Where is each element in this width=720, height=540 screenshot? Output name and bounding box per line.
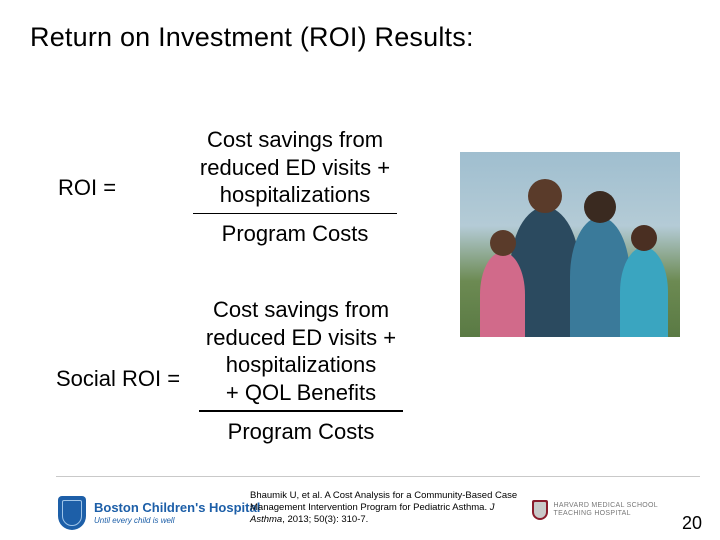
- citation-plain: Bhaumik U, et al. A Cost Analysis for a …: [250, 490, 517, 513]
- family-photo-placeholder: [460, 152, 680, 337]
- citation-tail: , 2013; 50(3): 310-7.: [282, 514, 368, 525]
- page-number: 20: [682, 513, 702, 534]
- slide-title: Return on Investment (ROI) Results:: [30, 22, 474, 53]
- harvard-shield-icon: [532, 500, 548, 520]
- bch-shield-icon: [58, 496, 86, 530]
- roi-numerator: Cost savings fromreduced ED visits +hosp…: [180, 126, 410, 209]
- bch-logo-text: Boston Children's Hospital: [94, 501, 260, 515]
- bch-tagline: Until every child is well: [94, 516, 260, 525]
- roi-formula: Cost savings fromreduced ED visits +hosp…: [180, 126, 410, 248]
- roi-denominator: Program Costs: [180, 220, 410, 248]
- harvard-line1: HARVARD MEDICAL SCHOOL: [554, 502, 659, 510]
- harvard-line2: TEACHING HOSPITAL: [554, 510, 659, 518]
- citation-text: Bhaumik U, et al. A Cost Analysis for a …: [250, 490, 525, 526]
- footer-divider: [56, 476, 700, 477]
- footer: Boston Children's Hospital Until every c…: [0, 476, 720, 540]
- fraction-line: [193, 213, 397, 215]
- social-roi-numerator: Cost savings fromreduced ED visits +hosp…: [186, 296, 416, 406]
- social-roi-label: Social ROI =: [56, 366, 180, 392]
- bch-logo: Boston Children's Hospital Until every c…: [58, 496, 260, 530]
- social-roi-denominator: Program Costs: [186, 418, 416, 446]
- fraction-line: [199, 410, 403, 412]
- harvard-logo: HARVARD MEDICAL SCHOOL TEACHING HOSPITAL: [532, 500, 659, 520]
- roi-label: ROI =: [58, 175, 116, 201]
- social-roi-formula: Cost savings fromreduced ED visits +hosp…: [186, 296, 416, 445]
